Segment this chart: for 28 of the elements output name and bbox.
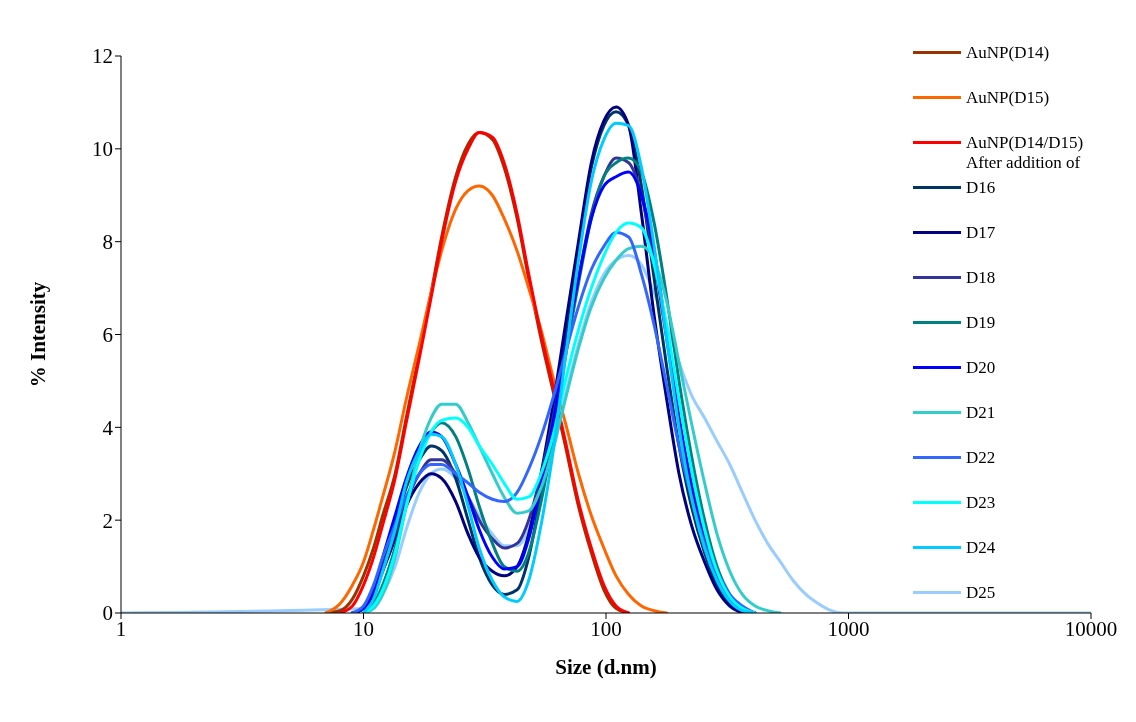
y-tick-label: 4 [102, 415, 114, 440]
y-tick-label: 6 [102, 322, 113, 347]
annotation: After addition of [966, 153, 1081, 173]
x-tick-label: 1000 [827, 616, 870, 641]
y-tick-label: 2 [102, 508, 113, 533]
legend-label: D23 [966, 492, 996, 513]
legend-label: AuNP(D14) [966, 42, 1050, 63]
y-tick-label: 8 [102, 230, 113, 255]
x-axis-title: Size (d.nm) [555, 655, 657, 679]
y-tick-label: 12 [92, 44, 113, 69]
x-tick-label: 10000 [1064, 616, 1118, 641]
x-tick-label: 1 [115, 616, 127, 641]
legend-label: AuNP(D15) [966, 87, 1050, 108]
legend-label: D22 [966, 447, 996, 468]
legend-label: D21 [966, 402, 996, 423]
legend-label: AuNP(D14/D15) [966, 132, 1084, 153]
legend-label: D24 [966, 537, 996, 558]
legend-label: D25 [966, 582, 996, 603]
x-tick-label: 10 [353, 616, 374, 641]
y-tick-label: 0 [102, 601, 113, 626]
y-axis-title: % Intensity [26, 281, 51, 388]
x-tick-label: 100 [590, 616, 622, 641]
legend-label: D20 [966, 357, 996, 378]
y-tick-label: 10 [92, 137, 113, 162]
legend-label: D17 [966, 222, 996, 243]
legend-label: D19 [966, 312, 996, 333]
legend-label: D16 [966, 177, 996, 198]
legend-label: D18 [966, 267, 996, 288]
